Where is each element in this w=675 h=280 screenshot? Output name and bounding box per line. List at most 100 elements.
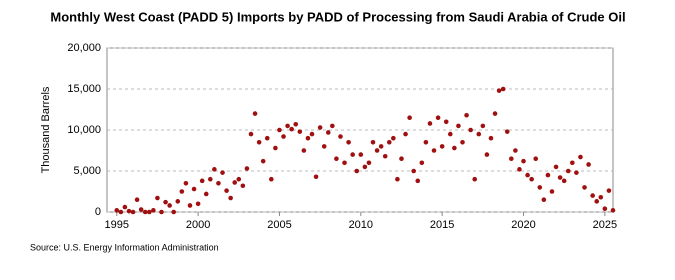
data-point	[138, 207, 144, 212]
data-point	[163, 199, 168, 205]
data-point	[382, 153, 388, 159]
data-point	[118, 209, 124, 215]
data-point	[313, 174, 319, 180]
data-point	[492, 111, 498, 116]
data-point	[496, 88, 502, 93]
y-tick-label: 20,000	[67, 42, 101, 54]
data-point	[468, 127, 473, 133]
data-point	[513, 148, 518, 153]
data-point	[590, 193, 595, 198]
data-point	[305, 135, 311, 141]
data-point	[460, 140, 465, 145]
data-point	[354, 168, 360, 174]
data-point	[216, 181, 221, 186]
data-point	[366, 160, 372, 166]
data-point	[342, 160, 347, 166]
x-tick-label: 2015	[430, 219, 454, 231]
data-point	[521, 158, 526, 164]
data-point	[565, 168, 571, 174]
y-tick-label: 5,000	[73, 165, 101, 177]
data-point	[525, 172, 530, 178]
data-point	[334, 156, 339, 161]
data-point	[411, 168, 416, 174]
data-point	[147, 209, 152, 215]
data-point	[533, 156, 539, 161]
data-point	[578, 154, 583, 160]
data-point	[330, 123, 335, 129]
data-point	[338, 134, 343, 139]
data-point	[488, 135, 494, 141]
data-point	[370, 140, 376, 145]
data-point	[549, 189, 555, 194]
data-point	[122, 204, 128, 210]
data-point	[419, 160, 425, 166]
data-point	[386, 140, 392, 145]
x-tick-label: 2005	[267, 219, 291, 231]
data-point	[264, 135, 270, 141]
data-point	[537, 185, 543, 190]
data-point	[236, 176, 242, 182]
data-point	[317, 125, 323, 130]
data-point	[374, 148, 380, 153]
chart-title: Monthly West Coast (PADD 5) Imports by P…	[50, 9, 625, 24]
data-point	[151, 208, 156, 213]
x-tick-label: 1995	[105, 219, 129, 231]
x-tick-label: 2000	[186, 219, 210, 231]
data-point	[240, 183, 246, 189]
data-point	[602, 206, 608, 212]
data-point	[277, 127, 282, 133]
data-point	[273, 145, 278, 151]
data-point	[321, 144, 327, 149]
data-point	[244, 166, 250, 171]
data-point	[224, 188, 229, 193]
data-point	[325, 130, 331, 135]
data-point	[126, 208, 132, 214]
data-point	[130, 209, 136, 215]
data-point	[452, 145, 457, 151]
data-point	[285, 123, 290, 129]
data-point	[191, 186, 197, 192]
data-point	[395, 176, 400, 182]
data-point	[248, 131, 254, 137]
data-point	[509, 156, 514, 161]
data-point	[391, 135, 396, 141]
y-tick-label: 10,000	[67, 124, 101, 136]
data-point	[439, 144, 445, 149]
x-tick-label: 2010	[349, 219, 373, 231]
data-point	[545, 172, 551, 178]
data-point	[399, 156, 404, 161]
x-tick-label: 2020	[511, 219, 535, 231]
data-point	[574, 170, 579, 175]
data-point	[232, 180, 238, 185]
data-point	[228, 195, 233, 201]
data-point	[289, 126, 294, 132]
data-point	[362, 164, 368, 170]
data-point	[183, 181, 189, 186]
data-point	[610, 208, 616, 213]
data-point	[220, 170, 225, 175]
data-point	[504, 129, 510, 134]
data-point	[155, 195, 160, 201]
data-point	[301, 148, 307, 153]
data-point	[594, 199, 600, 204]
data-point	[423, 140, 429, 145]
data-point	[484, 152, 490, 157]
data-point	[175, 199, 181, 204]
data-point	[346, 140, 351, 145]
data-point	[447, 131, 453, 137]
data-point	[212, 167, 217, 172]
data-point	[252, 111, 258, 116]
data-point	[472, 176, 478, 182]
data-point	[114, 208, 120, 213]
data-point	[260, 158, 266, 164]
data-point	[350, 152, 355, 157]
data-point	[586, 162, 591, 167]
data-point	[203, 191, 209, 197]
data-point	[309, 131, 315, 137]
data-point	[269, 176, 274, 182]
data-point	[378, 144, 384, 149]
data-point	[134, 197, 140, 202]
data-point	[195, 201, 201, 207]
data-point	[403, 131, 408, 137]
